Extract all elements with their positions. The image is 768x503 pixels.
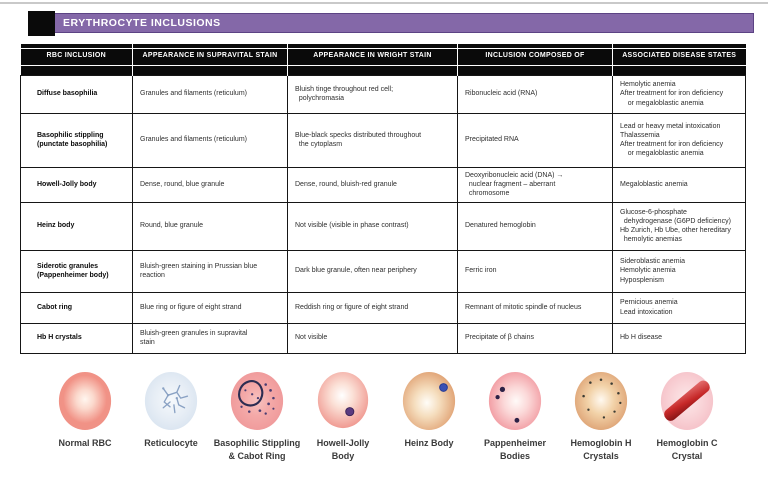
header-row: RBC INCLUSION APPEARANCE IN SUPRAVITAL S… (20, 44, 746, 75)
rbc-figure-label: Basophilic Stippling & Cabot Ring (213, 438, 301, 461)
figures-row: Normal RBC Reticulocyte Basophil (42, 370, 730, 462)
cell-supravital-stain: Granules and filaments (reticulum) (132, 112, 288, 168)
cell-supravital-stain: Blue ring or figure of eight strand (132, 291, 288, 324)
cell-rbc-inclusion: Heinz body (20, 201, 133, 251)
hbh-cell-illustration (572, 370, 630, 432)
table-row: Hb H crystals Bluish-green granules in s… (20, 322, 746, 354)
cell-rbc-inclusion: Diffuse basophilia (20, 74, 133, 114)
rbc-figure-label: Reticulocyte (144, 438, 198, 448)
cell-wright-stain: Not visible (visible in phase contrast) (287, 201, 458, 251)
cell-composed-of: Ferric iron (457, 249, 613, 293)
cell-disease-states: Megaloblastic anemia (612, 166, 746, 203)
col-header-composed-of: INCLUSION COMPOSED OF (457, 44, 613, 75)
cell-wright-stain: Dark blue granule, often near periphery (287, 249, 458, 293)
cell-disease-states: Hemolytic anemia After treatment for iro… (612, 74, 746, 114)
table-header: RBC INCLUSION APPEARANCE IN SUPRAVITAL S… (20, 44, 746, 75)
cell-wright-stain: Blue-black specks distributed throughout… (287, 112, 458, 168)
figure-pappenheimer: Pappenheimer Bodies (472, 370, 558, 462)
top-divider (0, 2, 768, 4)
col-header-wright-stain: APPEARANCE IN WRIGHT STAIN (287, 44, 458, 75)
figure-reticulocyte: Reticulocyte (128, 370, 214, 462)
cell-composed-of: Ribonucleic acid (RNA) (457, 74, 613, 114)
cell-disease-states: Sideroblastic anemia Hemolytic anemia Hy… (612, 249, 746, 293)
figure-hbh: Hemoglobin H Crystals (558, 370, 644, 462)
hbc-cell-illustration (658, 370, 716, 432)
rbc-figure-label: Pappenheimer Bodies (483, 438, 547, 461)
reticulocyte-cell-illustration (142, 370, 200, 432)
cell-composed-of: Deoxyribonucleic acid (DNA) → nuclear fr… (457, 166, 613, 203)
inclusions-table: RBC INCLUSION APPEARANCE IN SUPRAVITAL S… (20, 44, 746, 354)
col-header-disease-states: ASSOCIATED DISEASE STATES (612, 44, 746, 75)
cell-composed-of: Precipitated RNA (457, 112, 613, 168)
figure-heinz: Heinz Body (386, 370, 472, 462)
cell-disease-states: Glucose-6-phosphate dehydrogenase (G6PD … (612, 201, 746, 251)
col-header-rbc-inclusion: RBC INCLUSION (20, 44, 133, 75)
cell-supravital-stain: Bluish-green granules in supravital stai… (132, 322, 288, 354)
cell-rbc-inclusion: Howell-Jolly body (20, 166, 133, 203)
table-body: Diffuse basophilia Granules and filament… (20, 74, 746, 354)
page-title: ERYTHROCYTE INCLUSIONS (63, 17, 221, 29)
cell-supravital-stain: Round, blue granule (132, 201, 288, 251)
rbc-figure-label: Normal RBC (58, 438, 112, 448)
rbc-figure-label: Heinz Body (404, 438, 454, 448)
cell-rbc-inclusion: Hb H crystals (20, 322, 133, 354)
col-header-supravital-stain: APPEARANCE IN SUPRAVITAL STAIN (132, 44, 288, 75)
cell-wright-stain: Reddish ring or figure of eight strand (287, 291, 458, 324)
cell-wright-stain: Bluish tinge throughout red cell; polych… (287, 74, 458, 114)
cell-supravital-stain: Dense, round, blue granule (132, 166, 288, 203)
cell-rbc-inclusion: Siderotic granules (Pappenheimer body) (20, 249, 133, 293)
rbc-figure-label: Hemoglobin C Crystal (656, 438, 718, 461)
table-row: Siderotic granules (Pappenheimer body) B… (20, 249, 746, 293)
rbc-figure-label: Hemoglobin H Crystals (570, 438, 632, 461)
cell-disease-states: Hb H disease (612, 322, 746, 354)
table-row: Howell-Jolly body Dense, round, blue gra… (20, 166, 746, 203)
cell-rbc-inclusion: Cabot ring (20, 291, 133, 324)
table-row: Cabot ring Blue ring or figure of eight … (20, 291, 746, 324)
cell-disease-states: Pernicious anemia Lead intoxication (612, 291, 746, 324)
cell-rbc-inclusion: Basophilic stippling (punctate basophili… (20, 112, 133, 168)
table-row: Heinz body Round, blue granule Not visib… (20, 201, 746, 251)
figure-howell-jolly: Howell-Jolly Body (300, 370, 386, 462)
cell-composed-of: Denatured hemoglobin (457, 201, 613, 251)
normal-cell-illustration (56, 370, 114, 432)
cell-composed-of: Precipitate of β chains (457, 322, 613, 354)
heinz-cell-illustration (400, 370, 458, 432)
cell-supravital-stain: Bluish-green staining in Prussian blue r… (132, 249, 288, 293)
table-row: Basophilic stippling (punctate basophili… (20, 112, 746, 168)
cell-wright-stain: Dense, round, bluish-red granule (287, 166, 458, 203)
figure-hbc: Hemoglobin C Crystal (644, 370, 730, 462)
cell-composed-of: Remnant of mitotic spindle of nucleus (457, 291, 613, 324)
figure-stippling-cabot: Basophilic Stippling & Cabot Ring (214, 370, 300, 462)
cell-wright-stain: Not visible (287, 322, 458, 354)
title-banner: ERYTHROCYTE INCLUSIONS (28, 11, 754, 36)
table-row: Diffuse basophilia Granules and filament… (20, 74, 746, 114)
cell-supravital-stain: Granules and filaments (reticulum) (132, 74, 288, 114)
stippling-cabot-cell-illustration (228, 370, 286, 432)
cell-disease-states: Lead or heavy metal intoxication Thalass… (612, 112, 746, 168)
figure-normal: Normal RBC (42, 370, 128, 462)
howell-jolly-cell-illustration (314, 370, 372, 432)
pappenheimer-cell-illustration (486, 370, 544, 432)
banner-accent-square (28, 11, 55, 36)
rbc-figure-label: Howell-Jolly Body (316, 438, 370, 461)
